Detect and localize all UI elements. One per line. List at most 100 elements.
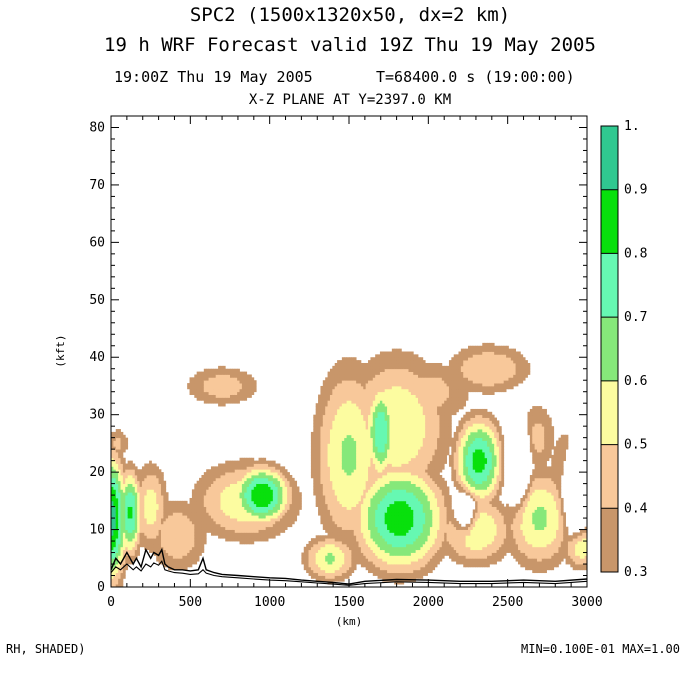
heatmap-cell xyxy=(225,503,229,507)
heatmap-cell xyxy=(351,552,355,556)
heatmap-cell xyxy=(141,520,145,525)
heatmap-cell xyxy=(346,477,350,482)
heatmap-cell xyxy=(201,388,205,393)
heatmap-cell xyxy=(387,546,390,551)
heatmap-cell xyxy=(384,440,388,444)
heatmap-cell xyxy=(144,500,148,505)
heatmap-cell xyxy=(339,509,343,513)
heatmap-cell xyxy=(210,383,214,387)
heatmap-cell xyxy=(225,472,229,476)
heatmap-cell xyxy=(337,452,340,456)
heatmap-cell xyxy=(282,523,286,528)
heatmap-cell xyxy=(313,538,317,542)
heatmap-cell xyxy=(349,541,352,545)
heatmap-cell xyxy=(313,443,317,447)
heatmap-cell xyxy=(360,454,364,459)
heatmap-cell xyxy=(134,526,138,530)
heatmap-cell xyxy=(318,566,321,571)
heatmap-cell xyxy=(368,474,371,479)
heatmap-cell xyxy=(201,523,205,528)
heatmap-cell xyxy=(168,552,171,556)
heatmap-cell xyxy=(363,546,367,551)
heatmap-cell xyxy=(332,506,336,510)
heatmap-cell xyxy=(365,509,369,513)
heatmap-cell xyxy=(375,495,378,499)
heatmap-cell xyxy=(194,529,198,533)
heatmap-cell xyxy=(251,523,255,528)
heatmap-cell xyxy=(156,538,159,542)
heatmap-cell xyxy=(368,457,371,462)
heatmap-cell xyxy=(199,477,202,482)
heatmap-cell xyxy=(225,497,229,502)
heatmap-cell xyxy=(132,558,136,562)
heatmap-cell xyxy=(196,523,200,528)
heatmap-cell xyxy=(237,391,240,395)
heatmap-cell xyxy=(170,552,174,556)
heatmap-cell xyxy=(315,469,319,473)
heatmap-cell xyxy=(325,406,328,410)
heatmap-cell xyxy=(234,535,238,539)
heatmap-cell xyxy=(346,572,350,576)
heatmap-cell xyxy=(118,584,121,588)
heatmap-cell xyxy=(253,380,257,384)
heatmap-cell xyxy=(325,460,328,464)
heatmap-cell xyxy=(377,452,381,456)
heatmap-cell xyxy=(332,483,336,487)
heatmap-cell xyxy=(337,457,340,462)
heatmap-cell xyxy=(365,497,369,502)
heatmap-cell xyxy=(132,552,136,556)
heatmap-cell xyxy=(377,561,381,565)
heatmap-cell xyxy=(130,526,133,530)
heatmap-cell xyxy=(125,440,129,444)
heatmap-cell xyxy=(339,408,343,413)
heatmap-cell xyxy=(360,515,364,519)
heatmap-cell xyxy=(241,541,245,545)
heatmap-cell xyxy=(113,581,117,585)
heatmap-cell xyxy=(170,520,174,525)
heatmap-cell xyxy=(346,400,350,404)
heatmap-cell xyxy=(230,520,233,525)
heatmap-cell xyxy=(275,480,278,485)
heatmap-cell xyxy=(334,440,338,444)
heatmap-cell xyxy=(144,483,148,487)
heatmap-cell xyxy=(260,503,264,507)
heatmap-cell xyxy=(341,566,345,571)
heatmap-cell xyxy=(175,552,179,556)
heatmap-cell xyxy=(315,463,319,467)
heatmap-cell xyxy=(329,457,333,462)
heatmap-cell xyxy=(215,391,219,395)
heatmap-cell xyxy=(372,480,376,485)
heatmap-cell xyxy=(168,549,171,553)
heatmap-cell xyxy=(168,535,171,539)
heatmap-cell xyxy=(358,411,362,416)
heatmap-cell xyxy=(244,380,248,384)
heatmap-cell xyxy=(370,529,374,533)
heatmap-cell xyxy=(365,463,369,467)
heatmap-cell xyxy=(237,469,240,473)
heatmap-cell xyxy=(310,460,314,464)
heatmap-cell xyxy=(379,497,383,502)
heatmap-cell xyxy=(346,383,350,387)
heatmap-cell xyxy=(137,477,140,482)
heatmap-cell xyxy=(339,371,343,375)
heatmap-cell xyxy=(349,408,352,413)
heatmap-cell xyxy=(260,460,264,464)
heatmap-cell xyxy=(168,564,171,568)
heatmap-cell xyxy=(296,492,300,496)
heatmap-cell xyxy=(358,535,362,539)
heatmap-cell xyxy=(379,558,383,562)
heatmap-cell xyxy=(353,420,357,424)
heatmap-cell xyxy=(237,526,240,530)
heatmap-cell xyxy=(132,503,136,507)
heatmap-cell xyxy=(206,388,209,393)
heatmap-cell xyxy=(315,414,319,418)
heatmap-cell xyxy=(275,486,278,490)
heatmap-cell xyxy=(258,480,262,485)
heatmap-cell xyxy=(187,558,190,562)
heatmap-cell xyxy=(189,383,193,387)
heatmap-cell xyxy=(360,362,364,367)
heatmap-cell xyxy=(315,492,319,496)
heatmap-cell xyxy=(329,391,333,395)
heatmap-cell xyxy=(232,535,236,539)
heatmap-cell xyxy=(127,486,131,490)
